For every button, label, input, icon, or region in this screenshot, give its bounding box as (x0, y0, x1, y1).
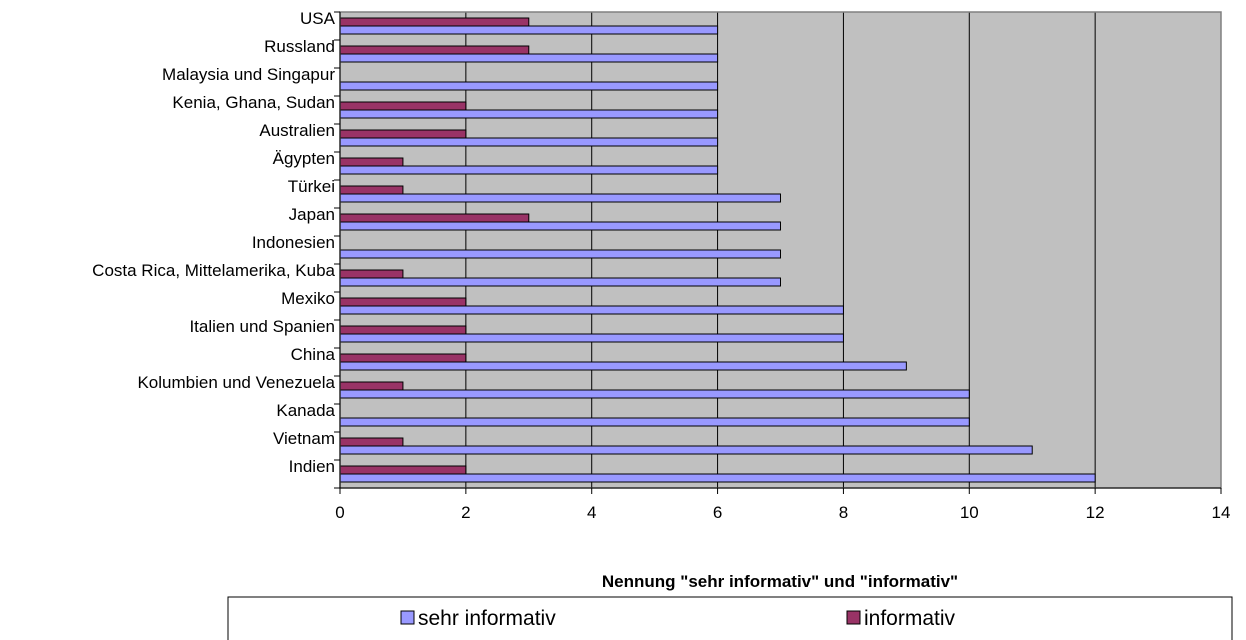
bar-sehr-informativ (339, 81, 719, 91)
category-label: Japan (289, 205, 335, 224)
bar-informativ (339, 129, 467, 139)
bar-sehr-informativ (339, 25, 719, 35)
category-label: USA (300, 9, 336, 28)
bar-informativ (339, 17, 530, 27)
category-label: Ägypten (273, 149, 335, 168)
bar-sehr-informativ (339, 389, 970, 399)
bar-sehr-informativ (339, 109, 719, 119)
bar-informativ (339, 297, 467, 307)
bar-sehr-informativ (339, 277, 781, 287)
x-tick-label: 2 (461, 503, 470, 522)
bar-informativ (339, 437, 404, 447)
category-label: Türkei (288, 177, 335, 196)
bar-informativ (339, 353, 467, 363)
bar-sehr-informativ (339, 305, 844, 315)
bar-sehr-informativ (339, 249, 781, 259)
category-label: Kenia, Ghana, Sudan (172, 93, 335, 112)
x-tick-label: 0 (335, 503, 344, 522)
legend-label-sehr-informativ: sehr informativ (418, 607, 556, 630)
bar-sehr-informativ (339, 361, 907, 371)
bar-sehr-informativ (339, 221, 781, 231)
legend-swatch-sehr-informativ (400, 610, 415, 625)
x-tick-label: 14 (1212, 503, 1231, 522)
bar-informativ (339, 185, 404, 195)
bar-informativ (339, 381, 404, 391)
x-axis-title: Nennung "sehr informativ" und "informati… (602, 572, 958, 591)
bar-sehr-informativ (339, 333, 844, 343)
category-label: Mexiko (281, 289, 335, 308)
category-label: Indien (289, 457, 335, 476)
bar-sehr-informativ (339, 473, 1096, 483)
legend-label-informativ: informativ (864, 607, 956, 630)
bar-informativ (339, 325, 467, 335)
category-label: Kanada (276, 401, 335, 420)
bar-sehr-informativ (339, 417, 970, 427)
bar-informativ (339, 157, 404, 167)
category-label: Australien (259, 121, 335, 140)
bar-sehr-informativ (339, 137, 719, 147)
category-label: Costa Rica, Mittelamerika, Kuba (92, 261, 335, 280)
legend-box (227, 596, 1233, 640)
bar-informativ (339, 101, 467, 111)
bar-sehr-informativ (339, 445, 1033, 455)
axes (334, 11, 1222, 494)
category-label: Italien und Spanien (189, 317, 335, 336)
x-tick-label: 10 (960, 503, 979, 522)
x-tick-label: 12 (1086, 503, 1105, 522)
bar-informativ (339, 45, 530, 55)
bar-informativ (339, 269, 404, 279)
bar-sehr-informativ (339, 193, 781, 203)
category-label: Kolumbien und Venezuela (137, 373, 335, 392)
bar-informativ (339, 213, 530, 223)
category-label: Indonesien (252, 233, 335, 252)
category-label: Russland (264, 37, 335, 56)
bar-sehr-informativ (339, 165, 719, 175)
category-labels: USA Russland Malaysia und Singapur Kenia, G… (92, 9, 335, 476)
x-tick-label: 8 (839, 503, 848, 522)
x-tick-label: 4 (587, 503, 596, 522)
bar-sehr-informativ (339, 53, 719, 63)
category-label: Vietnam (273, 429, 335, 448)
x-tick-label: 6 (713, 503, 722, 522)
legend-swatch-informativ (846, 610, 861, 625)
x-tick-labels: 0 2 4 6 8 10 12 14 (335, 503, 1230, 522)
legend: sehr informativ informativ (227, 596, 1233, 640)
bar-informativ (339, 465, 467, 475)
category-label: Malaysia und Singapur (162, 65, 335, 84)
category-label: China (291, 345, 336, 364)
